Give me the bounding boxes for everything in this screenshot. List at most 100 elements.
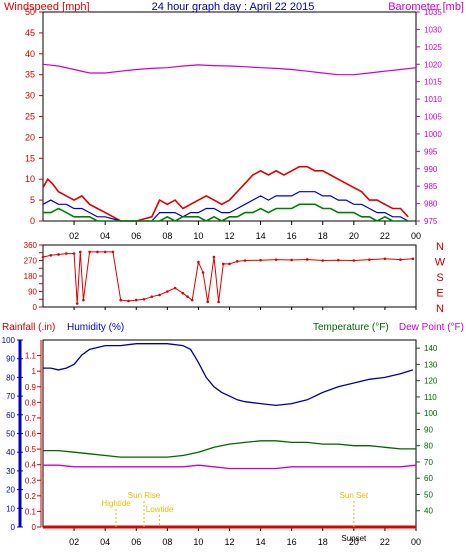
p3-xtick-label: 20: [349, 537, 359, 547]
barometer-line: [42, 63, 417, 76]
baro-ytick-label: 1020: [424, 60, 442, 69]
p3-xtick-label: 16: [287, 537, 297, 547]
wind-ytick-label: 0: [30, 216, 35, 226]
baro-ytick-label: 1000: [424, 130, 442, 139]
temp-ytick-label: 100: [424, 409, 438, 418]
baro-ytick-label: 1015: [424, 78, 442, 87]
baro-ytick-label: 1030: [424, 25, 442, 34]
wind-ytick-label: 10: [25, 174, 35, 184]
temp-ytick-label: 90: [424, 425, 433, 434]
p3-xtick-label: 10: [193, 537, 203, 547]
p3-xtick-label: 08: [162, 537, 172, 547]
baro-ytick-label: 990: [424, 165, 438, 174]
direction-ytick-label: 270: [24, 257, 38, 266]
wind-ytick-label: 15: [25, 153, 35, 163]
direction-compass-label: N: [436, 303, 444, 315]
wind-low-line: [43, 203, 409, 222]
humidity-ytick-label: 90: [6, 355, 15, 364]
baro-ytick-label: 980: [424, 200, 438, 209]
direction-ytick-label: 360: [24, 241, 38, 250]
humidity-line: [43, 343, 414, 407]
temp-ytick-label: 120: [424, 377, 438, 386]
direction-ytick-label: 90: [28, 288, 37, 297]
rain-ytick-label: 0.5: [25, 445, 37, 454]
wind-axis-label: Windspeed [mph]: [4, 1, 90, 13]
temp-axis-label: Temperature (°F): [313, 322, 389, 333]
rain-ytick-label: 0.2: [25, 492, 37, 501]
humidity-ytick-label: 60: [6, 411, 15, 420]
annotation-label: Sun Rise: [128, 491, 161, 500]
baro-ytick-label: 1010: [424, 95, 442, 104]
annotation-label: Lowtide: [146, 505, 174, 514]
temp-ytick-label: 60: [424, 474, 433, 483]
temp-ytick-label: 130: [424, 360, 438, 369]
baro-ytick-label: 995: [424, 147, 438, 156]
humidity-ytick-label: 30: [6, 467, 15, 476]
wind-ytick-label: 45: [25, 28, 35, 38]
p1-xtick-label: 06: [131, 231, 141, 241]
direction-compass-label: N: [436, 241, 444, 253]
temp-ytick-label: 50: [424, 490, 433, 499]
p3-xtick-label: 14: [256, 537, 266, 547]
baro-ytick-label: 1005: [424, 113, 442, 122]
temp-ytick-label: 110: [424, 393, 437, 402]
humidity-ytick-label: 0: [11, 523, 16, 532]
baro-ytick-label: 1035: [424, 8, 442, 17]
baro-ytick-label: 985: [424, 182, 438, 191]
humidity-ytick-label: 20: [6, 486, 15, 495]
wind-speed-line: [42, 165, 409, 222]
wind-ytick-label: 5: [30, 195, 35, 205]
temp-ytick-label: 140: [424, 344, 438, 353]
p3-xtick-label: 02: [69, 537, 79, 547]
chart-title: 24 hour graph day : April 22 2015: [152, 1, 315, 13]
rain-ytick-label: 0.3: [25, 476, 37, 485]
p1-xtick-label: 16: [287, 231, 297, 241]
rain-ytick-label: 0: [32, 523, 37, 532]
wind-panel-frame: [42, 11, 417, 222]
p1-xtick-label: 20: [349, 231, 359, 241]
wind-avg-line: [42, 191, 409, 222]
p1-xtick-label: 14: [256, 231, 266, 241]
p1-xtick-label: 10: [193, 231, 203, 241]
temperature-line: [43, 440, 416, 458]
wind-ytick-label: 30: [25, 91, 35, 101]
temp-ytick-label: 80: [424, 442, 433, 451]
p3-xtick-label: 12: [224, 537, 234, 547]
wind-ytick-label: 35: [25, 70, 35, 80]
p1-xtick-label: 08: [162, 231, 172, 241]
direction-compass-label: S: [436, 272, 443, 284]
rain-ytick-label: 0.6: [25, 430, 37, 439]
p1-xtick-label: 18: [318, 231, 328, 241]
p1-xtick-label: 04: [100, 231, 110, 241]
p1-xtick-label: 12: [224, 231, 234, 241]
rain-axis-label: Rainfall (.in): [2, 322, 55, 333]
annotation-label: Sunset: [341, 534, 367, 543]
temp-ytick-label: 40: [424, 507, 433, 516]
p3-xtick-label: 22: [380, 537, 390, 547]
rain-ytick-label: 1: [32, 367, 37, 376]
rain-ytick-label: 0.7: [25, 414, 37, 423]
p3-xtick-label: 00: [411, 537, 421, 547]
wind-ytick-label: 40: [25, 49, 35, 59]
p1-xtick-label: 22: [380, 231, 390, 241]
humidity-ytick-label: 10: [6, 504, 15, 513]
dewpoint-line: [43, 464, 417, 470]
humidity-ytick-label: 70: [6, 392, 15, 401]
temp-ytick-label: 70: [424, 458, 433, 467]
dew-axis-label: Dew Point (°F): [399, 322, 464, 333]
direction-compass-label: W: [435, 257, 446, 269]
rain-ytick-label: 0.1: [25, 507, 37, 516]
rain-ytick-label: 1.1: [25, 352, 37, 361]
direction-ytick-label: 180: [24, 272, 38, 281]
humidity-axis-label: Humidity (%): [67, 322, 124, 333]
humidity-ytick-label: 40: [6, 448, 15, 457]
rain-ytick-label: 0.9: [25, 383, 37, 392]
p3-xtick-label: 06: [131, 537, 141, 547]
baro-axis-label: Barometer [mb]: [388, 1, 464, 13]
rain-ytick-label: 0.4: [25, 461, 37, 470]
annotation-label: Sun Set: [340, 491, 369, 500]
direction-line: [42, 251, 413, 304]
baro-ytick-label: 1025: [424, 43, 442, 52]
